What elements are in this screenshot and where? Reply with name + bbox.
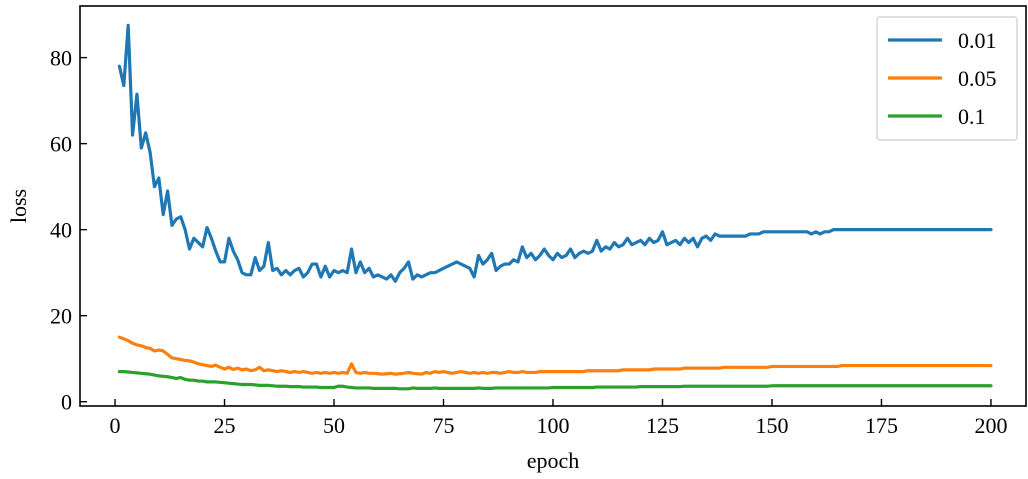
x-tick-label: 150 bbox=[755, 413, 788, 438]
x-tick-label: 125 bbox=[646, 413, 679, 438]
y-tick-label: 60 bbox=[50, 132, 72, 157]
legend-label-0.01: 0.01 bbox=[958, 28, 997, 53]
y-axis-label: loss bbox=[6, 189, 31, 223]
y-tick-label: 0 bbox=[61, 390, 72, 415]
legend-label-0.1: 0.1 bbox=[958, 104, 986, 129]
y-tick-label: 80 bbox=[50, 46, 72, 71]
legend-label-0.05: 0.05 bbox=[958, 66, 997, 91]
series-line-0.05 bbox=[119, 337, 991, 374]
y-tick-label: 40 bbox=[50, 218, 72, 243]
y-tick-label: 20 bbox=[50, 304, 72, 329]
x-axis-label: epoch bbox=[527, 448, 580, 473]
x-tick-label: 25 bbox=[214, 413, 236, 438]
x-tick-label: 200 bbox=[974, 413, 1007, 438]
x-axis-ticks: 0 25 50 75 100 125 150 175 200 bbox=[110, 399, 1008, 438]
series-line-0.1 bbox=[119, 372, 991, 389]
x-tick-label: 175 bbox=[865, 413, 898, 438]
x-tick-label: 0 bbox=[110, 413, 121, 438]
series-line-0.01 bbox=[119, 25, 991, 281]
x-tick-label: 100 bbox=[537, 413, 570, 438]
series-lines bbox=[119, 25, 991, 388]
x-tick-label: 75 bbox=[433, 413, 455, 438]
x-tick-label: 50 bbox=[323, 413, 345, 438]
legend: 0.01 0.05 0.1 bbox=[877, 17, 1017, 140]
y-axis-ticks: 0 20 40 60 80 bbox=[50, 46, 87, 415]
